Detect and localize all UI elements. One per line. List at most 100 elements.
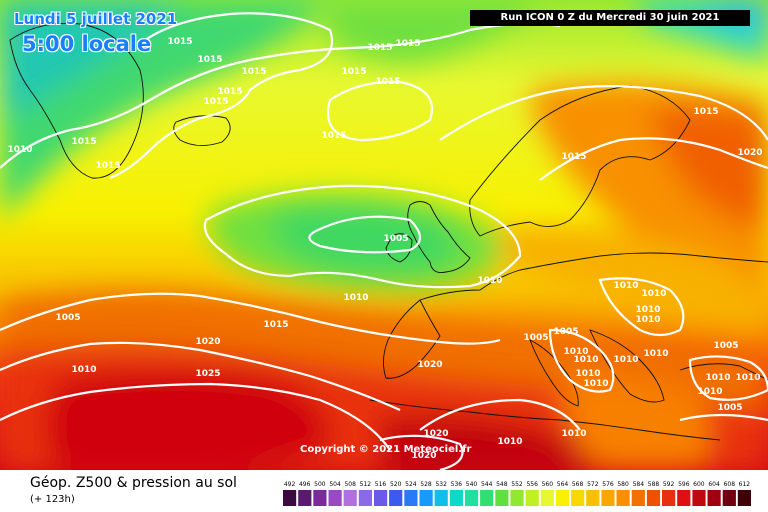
legend-swatch (389, 490, 403, 506)
legend-swatch (283, 490, 297, 506)
isobar-label: 1010 (643, 349, 668, 359)
legend-swatch (540, 490, 554, 506)
legend-swatch (692, 490, 706, 506)
legend-tick-label: 536 (451, 481, 463, 488)
isobar-label: 1010 (697, 387, 722, 397)
europe-coast (419, 252, 768, 301)
legend-swatch (404, 490, 418, 506)
isobar-label: 1010 (613, 281, 638, 291)
isobar-label: 1010 (71, 365, 96, 375)
legend-tick-label: 556 (526, 481, 538, 488)
isobar-label: 1015 (341, 67, 366, 77)
isobar-label: 1015 (367, 43, 392, 53)
legend-swatch (631, 490, 645, 506)
legend-tick-label: 596 (678, 481, 690, 488)
legend-swatch (358, 490, 372, 506)
isobar-label: 1005 (55, 313, 80, 323)
legend-swatch (434, 490, 448, 506)
isobar-label: 1010 (575, 369, 600, 379)
isobar-label: 1005 (713, 341, 738, 351)
isobar-label: 1010 (705, 373, 730, 383)
legend-swatch (480, 490, 494, 506)
legend-tick-label: 548 (496, 481, 508, 488)
isobar-label: 1015 (71, 137, 96, 147)
legend-tick-label: 544 (481, 481, 493, 488)
legend-swatch (586, 490, 600, 506)
legend-tick-label: 568 (572, 481, 584, 488)
isobar-label: 1015 (395, 39, 420, 49)
isobar-label: 1015 (167, 37, 192, 47)
isobar-label: 1005 (523, 333, 548, 343)
legend-swatch (464, 490, 479, 506)
legend-swatch (571, 490, 585, 506)
legend-tick-label: 576 (602, 481, 614, 488)
legend-swatch (343, 490, 357, 506)
british-isles-coast (407, 201, 471, 273)
legend-tick-label: 504 (329, 481, 341, 488)
color-legend: 492 496 500 504 508 512 516 520 524 528 532 536 540 5… (283, 481, 751, 506)
legend-tick-label: 528 (420, 481, 432, 488)
isobar-label: 1010 (561, 429, 586, 439)
isobar-label: 1010 (563, 347, 588, 357)
isobar-label: 1010 (635, 315, 660, 325)
legend-tick-label: 500 (314, 481, 326, 488)
isobar-label: 1015 (217, 87, 242, 97)
legend-swatch (495, 490, 509, 506)
legend-swatch (737, 490, 751, 506)
legend-tick-label: 516 (375, 481, 387, 488)
isobar-label: 1015 (203, 97, 228, 107)
isobar-label: 1025 (195, 369, 220, 379)
isobar-label: 1010 (497, 437, 522, 447)
legend-tick-label: 588 (648, 481, 660, 488)
legend-swatch (328, 490, 342, 506)
model-run-banner: Run ICON 0 Z du Mercredi 30 juin 2021 (470, 10, 750, 26)
legend-swatch (722, 490, 736, 506)
isobar-label: 1015 (241, 67, 266, 77)
scandinavia-coast (469, 85, 691, 237)
legend-tick-label: 604 (708, 481, 720, 488)
africa-coast (369, 399, 721, 441)
legend-tick-label: 496 (299, 481, 311, 488)
legend-swatch (555, 490, 570, 506)
legend-tick-label: 552 (511, 481, 523, 488)
forecast-time: 5:00 locale (22, 32, 152, 56)
legend-swatch (374, 490, 388, 506)
legend-tick-label: 600 (693, 481, 705, 488)
legend-tick-label: 592 (663, 481, 675, 488)
isobar-label: 1010 (343, 293, 368, 303)
greenland-coast (9, 22, 144, 179)
legend-tick-label: 520 (390, 481, 402, 488)
isobar-label: 1015 (321, 131, 346, 141)
legend-swatch (601, 490, 615, 506)
legend-tick-label: 508 (344, 481, 356, 488)
ireland-coast (385, 233, 413, 263)
legend-swatch (525, 490, 539, 506)
isobar-label: 1010 (7, 145, 32, 155)
legend-swatch (677, 490, 691, 506)
forecast-date: Lundi 5 juillet 2021 (14, 10, 178, 28)
parameter-label: Géop. Z500 & pression au sol (30, 475, 237, 491)
legend-swatch (419, 490, 433, 506)
isobar-label: 1010 (641, 289, 666, 299)
legend-tick-label: 492 (284, 481, 296, 488)
isobar-label: 1005 (383, 234, 408, 244)
legend-tick-label: 524 (405, 481, 417, 488)
balkans-coast (589, 329, 665, 403)
isobar-label: 1010 (613, 355, 638, 365)
isobar-label: 1020 (417, 360, 442, 370)
isobar-label: 1010 (735, 373, 760, 383)
legend-tick-label: 540 (466, 481, 478, 488)
legend-tick-label: 572 (587, 481, 599, 488)
isobar-label: 1020 (411, 451, 436, 461)
isobar-lines (0, 12, 768, 470)
isobar-label: 1010 (635, 305, 660, 315)
copyright-notice: Copyright © 2021 Meteociel.fr (300, 444, 472, 455)
legend-swatch (510, 490, 524, 506)
turkey-coast (679, 363, 768, 381)
isobar-label: 1020 (423, 429, 448, 439)
isobar-label: 1015 (375, 77, 400, 87)
legend-tick-label: 564 (557, 481, 569, 488)
isobar-label: 1015 (693, 107, 718, 117)
